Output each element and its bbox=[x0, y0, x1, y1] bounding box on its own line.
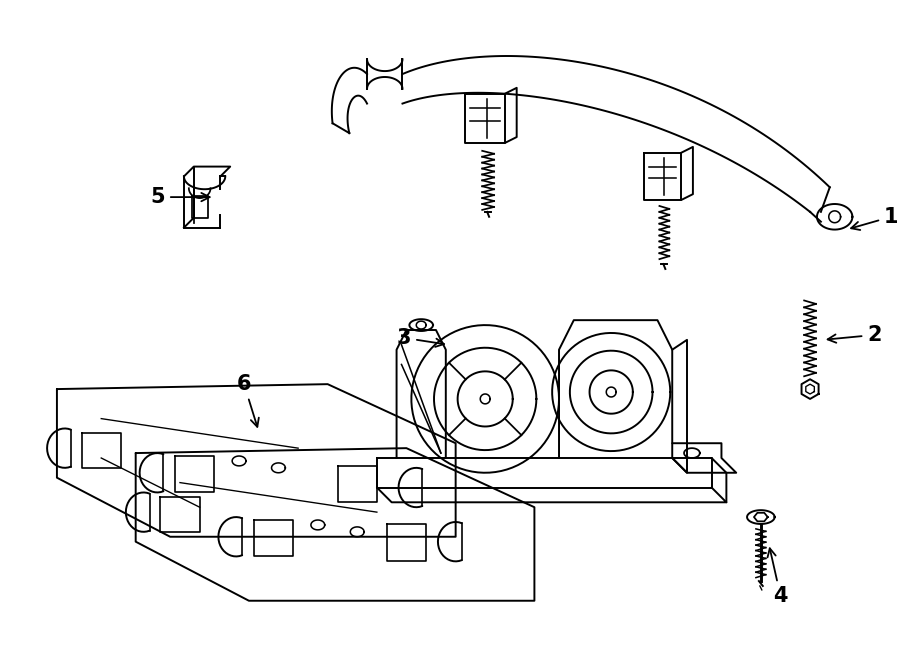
Text: 2: 2 bbox=[828, 325, 882, 345]
Text: 1: 1 bbox=[851, 207, 898, 230]
Text: 6: 6 bbox=[237, 374, 259, 427]
Text: 4: 4 bbox=[768, 549, 788, 606]
Text: 5: 5 bbox=[150, 187, 210, 207]
Text: 3: 3 bbox=[397, 328, 444, 348]
